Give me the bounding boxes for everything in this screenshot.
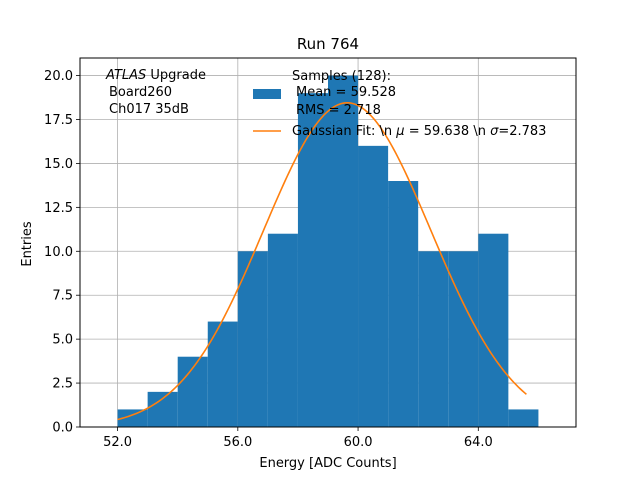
legend-fit-mu: μ bbox=[395, 124, 404, 139]
histogram-bars bbox=[117, 75, 539, 428]
legend-samples-swatch bbox=[253, 89, 281, 99]
atlas-annotation: ATLAS Upgrade Board260 Ch017 35dB bbox=[105, 68, 206, 117]
legend: Samples (128): Mean = 59.528 RMS = 2.718… bbox=[253, 69, 546, 139]
y-tick-label: 10.0 bbox=[44, 245, 73, 260]
axes-frame bbox=[79, 57, 577, 428]
histogram-bar bbox=[147, 391, 178, 427]
histogram-bar bbox=[267, 233, 298, 427]
y-tick-label: 17.5 bbox=[44, 113, 73, 128]
annotation-line-1: ATLAS Upgrade bbox=[105, 68, 206, 83]
y-tick-label: 5.0 bbox=[52, 333, 73, 348]
histogram-bar bbox=[117, 409, 148, 427]
legend-samples-label: Samples (128): bbox=[292, 69, 391, 84]
x-axis-label: Energy [ADC Counts] bbox=[259, 456, 396, 471]
gaussian-fit bbox=[117, 102, 527, 421]
y-tick-label: 15.0 bbox=[44, 157, 73, 172]
legend-fit-label: Gaussian Fit: \n μ = 59.638 \n σ=2.783 bbox=[292, 124, 546, 139]
gaussian-fit-line bbox=[117, 102, 527, 421]
legend-mean-label: Mean = 59.528 bbox=[296, 85, 396, 100]
y-tick-label: 12.5 bbox=[44, 201, 73, 216]
legend-fit-sigma: σ bbox=[490, 124, 499, 139]
y-tick-label: 7.5 bbox=[52, 289, 73, 304]
annotation-atlas: ATLAS bbox=[105, 68, 146, 83]
histogram-bar bbox=[328, 75, 359, 428]
annotation-upgrade: Upgrade bbox=[146, 68, 206, 83]
x-tick-label: 60.0 bbox=[344, 435, 373, 450]
legend-fit-end: =2.783 bbox=[498, 124, 546, 139]
histogram-bar bbox=[508, 409, 539, 427]
histogram-bar bbox=[297, 93, 328, 428]
histogram-bar bbox=[237, 251, 268, 427]
histogram-bar bbox=[448, 251, 479, 427]
axis-ticks: 52.0 56.0 60.0 64.0 0.0 2.5 5.0 7.5 10.0 12.5 15.0… bbox=[44, 69, 493, 450]
legend-fit-prefix: Gaussian Fit: \n bbox=[292, 124, 396, 139]
y-tick-label: 2.5 bbox=[52, 377, 73, 392]
histogram-bar bbox=[478, 233, 509, 427]
x-tick-label: 56.0 bbox=[223, 435, 252, 450]
annotation-line-3: Ch017 35dB bbox=[109, 102, 189, 117]
legend-fit-mid: = 59.638 \n bbox=[405, 124, 491, 139]
histogram-bar bbox=[418, 251, 449, 427]
x-tick-label: 52.0 bbox=[103, 435, 132, 450]
annotation-line-2: Board260 bbox=[109, 85, 172, 100]
histogram-bar bbox=[388, 181, 419, 427]
chart-title: Run 764 bbox=[297, 35, 359, 53]
histogram-bar bbox=[358, 145, 389, 427]
x-tick-label: 64.0 bbox=[464, 435, 493, 450]
y-tick-label: 20.0 bbox=[44, 69, 73, 84]
y-tick-label: 0.0 bbox=[52, 421, 73, 436]
legend-rms-label: RMS = 2.718 bbox=[296, 103, 381, 118]
y-axis-label: Entries bbox=[20, 221, 35, 267]
